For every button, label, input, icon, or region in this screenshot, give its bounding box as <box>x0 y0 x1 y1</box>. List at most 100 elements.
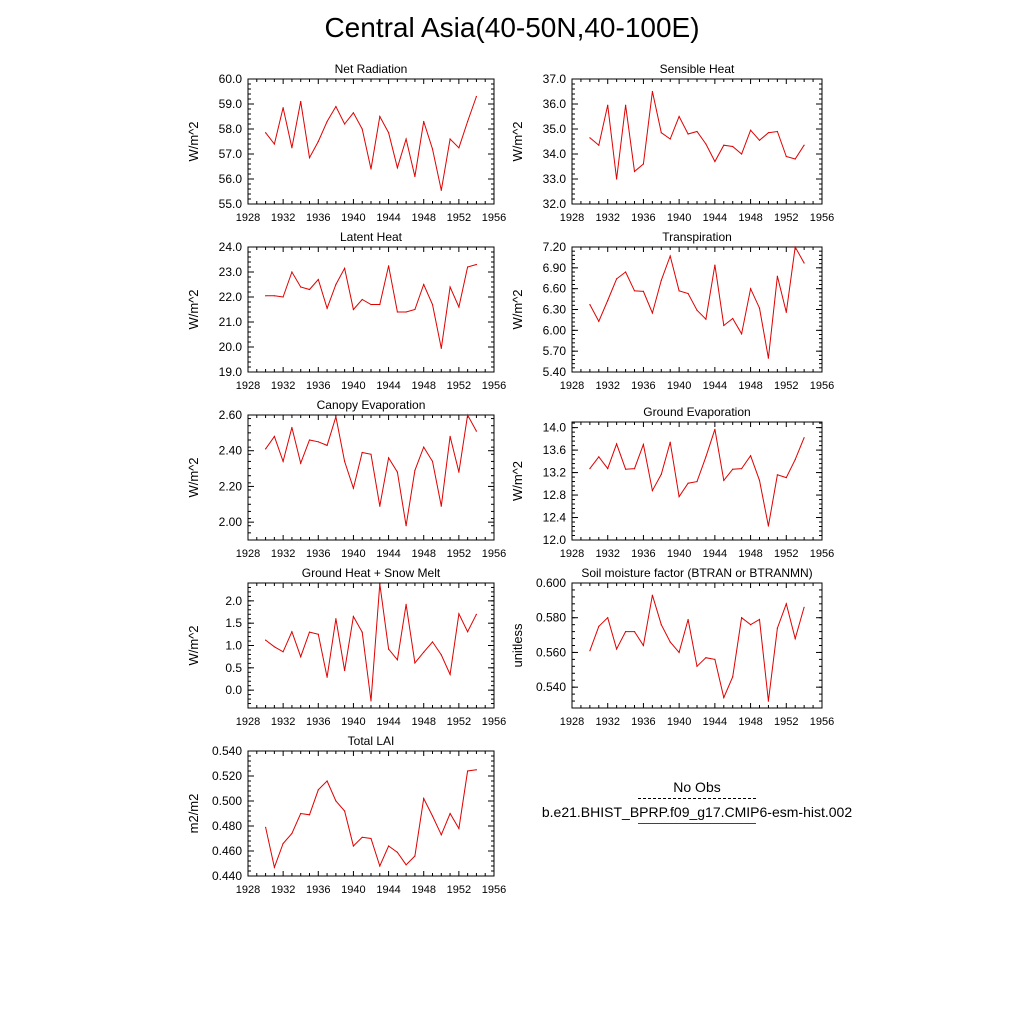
data-point <box>273 646 275 648</box>
data-point <box>475 430 477 432</box>
data-point <box>651 594 654 596</box>
data-point <box>282 842 284 845</box>
x-tick-label: 1956 <box>810 212 834 224</box>
data-point <box>669 641 671 643</box>
data-point <box>803 144 805 146</box>
data-point <box>405 138 407 140</box>
data-point <box>607 617 609 619</box>
data-point <box>607 299 609 302</box>
y-tick-label: 14.0 <box>543 421 567 435</box>
chart-panel-8: Soil moisture factor (BTRAN or BTRANMN) u… <box>510 566 834 728</box>
data-point <box>633 170 636 173</box>
x-tick-label: 1936 <box>631 548 655 560</box>
data-point <box>794 638 796 640</box>
series-line <box>589 429 805 527</box>
chart-panel-2: Sensible Heat W/m^2 1928 1932 1936 1940 1944 19… <box>510 62 834 224</box>
y-axis-label: W/m^2 <box>186 289 201 329</box>
x-tick-label: 1932 <box>271 212 295 224</box>
series-line <box>589 245 805 359</box>
data-point <box>598 144 600 146</box>
y-tick-label: 37.0 <box>543 72 567 86</box>
data-point <box>379 865 381 867</box>
data-point <box>414 469 416 471</box>
data-point <box>370 700 372 702</box>
data-point <box>741 468 743 470</box>
y-tick-label: 7.20 <box>543 240 567 254</box>
x-tick-label: 1956 <box>482 212 506 224</box>
data-point <box>625 271 627 273</box>
chart-panel-7: Ground Heat + Snow Melt W/m^2 1928 1932 1936… <box>186 566 506 728</box>
y-tick-label: 0.500 <box>212 794 242 808</box>
data-point <box>282 460 284 462</box>
x-tick-label: 1944 <box>376 212 400 224</box>
data-point <box>467 631 469 633</box>
data-point <box>317 789 319 791</box>
panel-title: Soil moisture factor (BTRAN or BTRANMN) <box>581 566 812 580</box>
y-tick-label: 33.0 <box>543 172 567 186</box>
x-tick-label: 1956 <box>482 884 506 896</box>
y-tick-label: 2.60 <box>219 408 243 422</box>
data-point <box>300 286 302 288</box>
data-point <box>440 347 442 349</box>
x-tick-label: 1928 <box>236 548 260 560</box>
data-point <box>767 132 770 134</box>
data-point <box>642 443 645 446</box>
y-tick-label: 55.0 <box>219 197 243 211</box>
data-point <box>291 832 293 835</box>
data-point <box>431 460 434 462</box>
data-point <box>669 441 671 443</box>
y-tick-label: 0.580 <box>536 611 566 625</box>
y-tick-label: 12.4 <box>543 511 567 525</box>
data-point <box>361 298 363 301</box>
data-point <box>414 175 416 178</box>
data-point <box>589 137 591 139</box>
x-tick-label: 1936 <box>306 212 330 224</box>
x-tick-label: 1940 <box>341 716 365 728</box>
data-point <box>282 296 284 298</box>
data-point <box>414 855 416 857</box>
data-point <box>750 288 752 290</box>
y-tick-label: 20.0 <box>219 340 243 354</box>
y-tick-label: 0.460 <box>212 844 242 858</box>
y-tick-label: 0.0 <box>225 683 242 697</box>
panel-title: Ground Evaporation <box>643 405 750 419</box>
data-point <box>344 810 346 812</box>
y-tick-label: 12.0 <box>543 533 567 547</box>
y-axis-label: W/m^2 <box>510 289 525 329</box>
data-point <box>475 95 477 98</box>
x-tick-label: 1936 <box>631 212 655 224</box>
plot-frame <box>247 414 495 541</box>
x-tick-label: 1932 <box>595 548 619 560</box>
y-tick-label: 1.5 <box>225 616 242 630</box>
y-tick-label: 2.0 <box>225 594 242 608</box>
x-tick-label: 1936 <box>306 884 330 896</box>
data-point <box>335 800 337 802</box>
data-point <box>678 496 680 498</box>
y-tick-label: 1.0 <box>225 639 242 653</box>
chart-panel-9: Total LAI m2/m2 1928 1932 1936 1940 1944 1948 19… <box>186 734 506 896</box>
x-tick-label: 1928 <box>236 212 260 224</box>
y-tick-label: 35.0 <box>543 122 567 136</box>
data-point <box>423 651 425 653</box>
data-point <box>633 631 636 633</box>
data-point <box>396 471 398 473</box>
x-tick-label: 1952 <box>447 548 471 560</box>
data-point <box>660 624 662 626</box>
data-point <box>767 525 770 527</box>
x-tick-label: 1952 <box>447 212 471 224</box>
x-tick-label: 1952 <box>774 380 798 392</box>
x-tick-label: 1944 <box>703 548 727 560</box>
data-point <box>273 295 275 297</box>
x-tick-label: 1948 <box>738 212 762 224</box>
data-point <box>388 457 390 459</box>
data-point <box>370 837 372 840</box>
data-point <box>440 189 442 191</box>
y-tick-label: 19.0 <box>219 365 243 379</box>
data-point <box>370 453 372 455</box>
x-tick-label: 1956 <box>482 716 506 728</box>
data-point <box>273 143 275 145</box>
data-point <box>660 132 662 134</box>
data-point <box>467 770 469 772</box>
series-line <box>265 413 477 526</box>
data-point <box>741 617 743 619</box>
